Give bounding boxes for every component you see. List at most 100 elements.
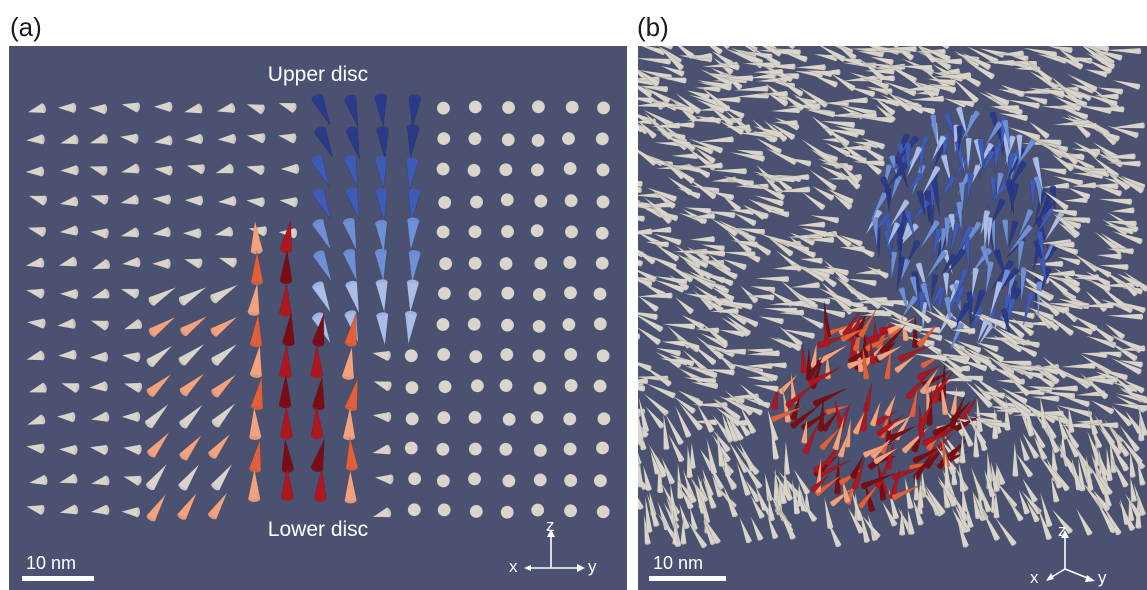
spin-arrow-tilted-base bbox=[179, 452, 188, 461]
spin-arrow-3d bbox=[810, 306, 845, 319]
spin-arrow-3d bbox=[994, 515, 1017, 546]
spin-arrow-red bbox=[279, 250, 293, 282]
spin-arrow-3d-base bbox=[638, 505, 644, 510]
spin-arrow-3d-base bbox=[800, 309, 805, 316]
spin-arrow-3d-base bbox=[1004, 269, 1011, 274]
spin-arrow-3d-base bbox=[1065, 307, 1070, 314]
spin-arrow-inplane bbox=[563, 255, 577, 270]
spin-arrow-3d-base bbox=[1047, 201, 1053, 206]
spin-arrow-3d-base bbox=[1128, 517, 1135, 522]
spin-arrow-3d-base bbox=[1075, 232, 1080, 238]
spin-arrow-3d-base bbox=[869, 422, 876, 427]
spin-arrow-3d-base bbox=[1012, 182, 1019, 187]
spin-arrow-inplane bbox=[530, 223, 544, 238]
spin-arrow-3d-base bbox=[718, 49, 723, 55]
spin-arrow-blue-base bbox=[374, 248, 387, 256]
spin-arrow-red bbox=[278, 374, 292, 406]
spin-arrow-3d-base bbox=[766, 402, 771, 409]
spin-arrow-3d bbox=[783, 440, 791, 474]
spin-arrow-3d-base bbox=[780, 318, 784, 325]
spin-arrow-3d-base bbox=[861, 129, 865, 136]
spin-arrow-3d-base bbox=[1093, 122, 1097, 129]
spin-arrow-inplane bbox=[407, 471, 422, 486]
spin-arrow-3d-base bbox=[1124, 184, 1130, 190]
spin-arrow-3d-base bbox=[683, 279, 688, 286]
spin-arrow-neutral-base bbox=[102, 351, 109, 362]
spin-arrow-3d-base bbox=[956, 201, 963, 205]
spin-arrow-3d-base bbox=[697, 425, 703, 431]
spin-arrow-3d-base bbox=[918, 291, 925, 296]
spin-arrow-3d-base bbox=[1004, 427, 1011, 431]
spin-arrow-3d-base bbox=[1108, 107, 1112, 114]
spin-arrow-inplane bbox=[501, 100, 516, 115]
spin-arrow-3d bbox=[1012, 440, 1019, 476]
spin-arrow-neutral-base bbox=[40, 195, 47, 206]
spin-arrow-3d-base bbox=[860, 483, 865, 490]
spin-arrow-inplane bbox=[533, 473, 548, 487]
spin-arrow-3d-base bbox=[695, 259, 700, 265]
spin-arrow-3d bbox=[1037, 453, 1063, 484]
spin-arrow-3d-base bbox=[923, 135, 930, 140]
spin-arrow-3d-base bbox=[924, 190, 931, 194]
spin-arrow-inplane bbox=[596, 504, 611, 519]
spin-arrow-3d-base bbox=[958, 182, 965, 186]
spin-arrow-3d-base bbox=[780, 209, 785, 215]
spin-arrow-3d-base bbox=[871, 91, 875, 98]
spin-arrow-3d-base bbox=[983, 365, 988, 372]
spin-arrow-3d-base bbox=[916, 342, 922, 348]
spin-arrow-3d-base bbox=[1060, 410, 1064, 417]
spin-arrow-3d bbox=[689, 235, 714, 243]
spin-arrow-3d-base bbox=[1071, 241, 1075, 248]
spin-arrow-3d-base bbox=[806, 375, 812, 380]
spin-arrow-3d-base bbox=[926, 318, 932, 324]
spin-arrow-3d-base bbox=[851, 486, 858, 490]
spin-arrow-3d-base bbox=[804, 490, 810, 495]
spin-arrow-3d-base bbox=[917, 521, 924, 526]
spin-arrow-3d-base bbox=[861, 246, 865, 253]
spin-arrow-neutral-base bbox=[41, 475, 48, 486]
spin-arrow-neutral-base bbox=[259, 197, 265, 208]
spin-arrow-red bbox=[278, 283, 292, 314]
spin-arrow-3d-base bbox=[718, 463, 725, 467]
spin-arrow-neutral-base bbox=[387, 474, 394, 485]
spin-arrow-inplane bbox=[593, 287, 607, 301]
spin-arrow-neutral-base bbox=[293, 163, 300, 174]
spin-arrow-inplane bbox=[437, 286, 452, 301]
spin-arrow-3d-base bbox=[823, 102, 828, 108]
spin-arrow-neutral-base bbox=[101, 166, 108, 176]
spin-arrow-3d-base bbox=[858, 529, 864, 534]
spin-arrow-3d-base bbox=[838, 330, 843, 336]
spin-arrow-3d-base bbox=[940, 95, 945, 102]
spin-arrow-3d-base bbox=[879, 450, 886, 455]
spin-arrow-neutral-base bbox=[103, 504, 110, 515]
spin-arrow-neutral-base bbox=[132, 194, 139, 205]
spin-arrow-3d-base bbox=[989, 493, 996, 498]
spin-arrow-3d-base bbox=[742, 348, 747, 355]
spin-arrow-inplane bbox=[467, 163, 481, 178]
spin-arrow-3d-base bbox=[979, 289, 986, 294]
spin-arrow-3d-base bbox=[1104, 506, 1110, 512]
spin-arrow-red-base bbox=[342, 373, 354, 380]
spin-arrow-3d-base bbox=[824, 375, 831, 380]
spin-arrow-3d-base bbox=[808, 380, 813, 387]
spin-arrow-3d-base bbox=[901, 448, 907, 454]
spin-arrow-3d bbox=[785, 382, 816, 409]
spin-arrow-inplane bbox=[563, 161, 577, 176]
spin-arrow-3d-base bbox=[872, 75, 877, 82]
spin-arrow-3d-base bbox=[1001, 308, 1008, 312]
spin-arrow-3d-base bbox=[1027, 209, 1034, 214]
spin-arrow-3d-base bbox=[811, 517, 818, 522]
spin-arrow-3d-base bbox=[1053, 498, 1060, 503]
spin-arrow-3d-base bbox=[988, 143, 994, 148]
spin-arrow-3d-base bbox=[1043, 98, 1048, 105]
spin-arrow-3d-base bbox=[906, 105, 911, 112]
spin-arrow-3d-base bbox=[773, 456, 779, 460]
spin-arrow-3d-base bbox=[916, 190, 923, 194]
spin-arrow-3d-base bbox=[837, 453, 844, 458]
spin-arrow-3d bbox=[752, 384, 778, 393]
spin-arrow-3d-base bbox=[704, 262, 709, 269]
spin-arrow-3d-base bbox=[719, 354, 724, 360]
spin-arrow-3d-base bbox=[956, 125, 963, 129]
spin-arrow-3d-base bbox=[790, 416, 797, 421]
spin-arrow-3d-base bbox=[668, 226, 672, 233]
